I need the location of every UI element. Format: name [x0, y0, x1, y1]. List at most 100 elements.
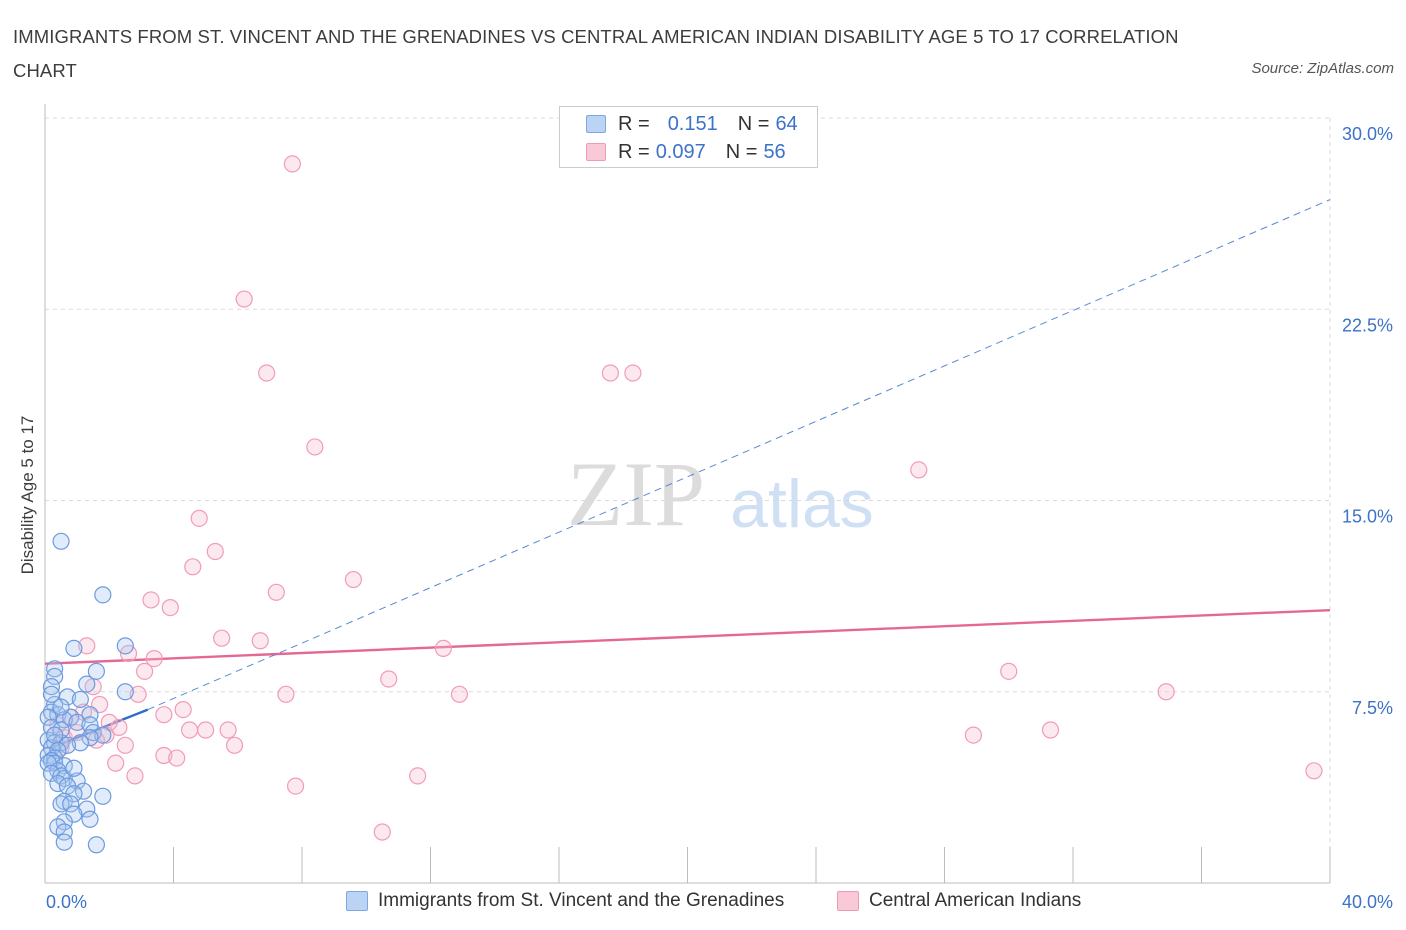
point-immigrants [52, 532, 70, 550]
point-immigrants [52, 698, 70, 716]
legend-r-label: R = [618, 140, 650, 163]
point-central-american [373, 823, 391, 841]
point-immigrants [52, 795, 70, 813]
point-central-american [251, 632, 269, 650]
point-central-american [1305, 762, 1323, 780]
point-immigrants [78, 675, 96, 693]
point-central-american [126, 767, 144, 785]
point-immigrants [94, 787, 112, 805]
point-central-american [107, 754, 125, 772]
point-central-american [409, 767, 427, 785]
point-central-american [225, 736, 244, 754]
point-central-american [174, 700, 192, 719]
x-tick-label: 40.0% [1342, 892, 1393, 912]
point-central-american [306, 438, 324, 456]
point-immigrants [116, 637, 134, 655]
point-central-american [161, 598, 179, 617]
point-central-american [110, 718, 128, 737]
point-immigrants [94, 726, 112, 744]
bottom-legend-immigrants: Immigrants from St. Vincent and the Gren… [346, 890, 784, 912]
point-immigrants [74, 782, 93, 800]
point-immigrants [55, 823, 73, 841]
point-central-american [235, 290, 253, 308]
point-immigrants [87, 836, 106, 854]
watermark-atlas: atlas [730, 466, 874, 542]
point-central-american [190, 509, 208, 527]
point-immigrants [84, 723, 102, 742]
point-immigrants [46, 726, 64, 744]
point-central-american [145, 649, 163, 668]
point-immigrants [65, 639, 83, 658]
point-immigrants [81, 706, 99, 724]
point-central-american [219, 721, 237, 739]
y-tick-label: 15.0% [1342, 507, 1393, 527]
point-central-american [267, 583, 285, 601]
point-central-american [910, 461, 928, 479]
data-points [39, 155, 1323, 854]
point-immigrants [68, 713, 86, 731]
bottom-legend-swatch-blue [346, 891, 368, 911]
point-central-american [434, 639, 452, 658]
legend-n-value: 64 [775, 112, 798, 135]
y-tick-label: 30.0% [1342, 124, 1393, 144]
point-immigrants [78, 800, 96, 818]
point-immigrants [42, 751, 61, 770]
point-central-american [258, 364, 276, 382]
bottom-legend-central-american: Central American Indians [837, 890, 1081, 912]
y-tick-label: 7.5% [1352, 698, 1393, 718]
legend-r-label: R = [618, 112, 650, 135]
point-immigrants [71, 734, 89, 752]
point-immigrants [81, 810, 99, 828]
point-central-american [1157, 683, 1175, 701]
point-immigrants [42, 764, 61, 782]
point-central-american [129, 685, 147, 703]
bottom-legend-label: Immigrants from St. Vincent and the Gren… [378, 890, 785, 911]
tick-labels: 7.5% 15.0% 22.5% 30.0% 0.0% 40.0% [46, 124, 1393, 912]
trend-line-immigrants-dashed [147, 199, 1331, 711]
point-central-american [78, 637, 96, 655]
point-immigrants [55, 711, 73, 729]
point-central-american [197, 721, 215, 739]
point-immigrants [94, 586, 112, 604]
x-tick-label: 0.0% [46, 892, 87, 912]
point-central-american [344, 570, 362, 589]
point-central-american [450, 685, 469, 703]
point-central-american [180, 721, 199, 739]
point-immigrants [42, 685, 61, 703]
y-tick-label: 22.5% [1342, 315, 1393, 335]
point-immigrants [116, 683, 134, 701]
legend-row-central-american: R = 0.097 N = 56 [586, 139, 786, 165]
point-central-american [168, 749, 186, 767]
point-immigrants [71, 690, 89, 709]
chart-title: IMMIGRANTS FROM ST. VINCENT AND THE GREN… [13, 26, 1179, 81]
trend-line-central-american [44, 608, 1331, 665]
legend-swatch-pink [586, 143, 606, 161]
point-central-american [206, 542, 224, 561]
point-immigrants [81, 729, 99, 747]
point-central-american [380, 670, 398, 688]
legend-n-label: N = [737, 112, 770, 135]
point-central-american [142, 591, 160, 609]
point-immigrants [68, 772, 86, 790]
point-central-american [964, 726, 983, 744]
bottom-legend-label: Central American Indians [869, 890, 1082, 911]
legend-row-immigrants: R = 0.151 N = 64 [586, 111, 798, 137]
point-immigrants [46, 667, 64, 686]
grid-lines [45, 117, 1331, 883]
point-central-american [1000, 662, 1018, 680]
point-immigrants [55, 833, 73, 851]
point-central-american [184, 558, 202, 576]
source-note: Source: ZipAtlas.com [1251, 60, 1394, 77]
legend-swatch-blue [586, 115, 606, 133]
point-immigrants [65, 759, 83, 777]
legend-n-value: 56 [763, 140, 786, 163]
point-immigrants [87, 662, 106, 680]
point-central-american [286, 777, 305, 795]
legend-r-value: 0.097 [655, 140, 706, 163]
point-immigrants [62, 795, 80, 813]
correlation-legend: R = 0.151 N = 64 R = 0.097 N = 56 [559, 106, 818, 168]
point-central-american [601, 364, 620, 382]
legend-r-value: 0.151 [667, 112, 718, 135]
point-central-american [135, 662, 154, 680]
legend-n-label: N = [725, 140, 758, 163]
